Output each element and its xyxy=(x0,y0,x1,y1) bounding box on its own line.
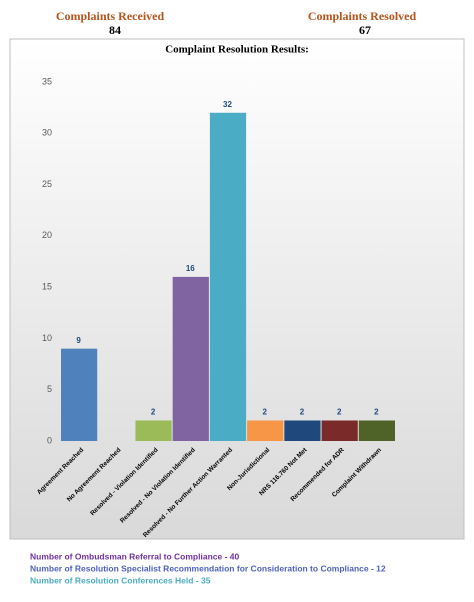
y-tick-label: 10 xyxy=(42,333,52,343)
bar xyxy=(284,420,321,441)
bar xyxy=(321,420,358,441)
bar xyxy=(61,348,98,441)
received-value: 84 xyxy=(109,23,121,37)
y-tick-label: 25 xyxy=(42,179,52,189)
data-label: 16 xyxy=(186,264,195,273)
bar xyxy=(209,112,247,442)
data-label: 2 xyxy=(300,408,305,417)
footer-line: Number of Resolution Specialist Recommen… xyxy=(30,563,386,573)
y-tick-label: 0 xyxy=(47,435,52,445)
y-tick-label: 5 xyxy=(47,384,52,394)
data-label: 2 xyxy=(151,408,156,417)
resolved-value: 67 xyxy=(359,23,371,37)
received-label: Complaints Received xyxy=(56,9,165,23)
bar xyxy=(172,276,209,441)
data-label: 2 xyxy=(337,408,342,417)
y-tick-label: 35 xyxy=(42,76,52,86)
footer-line: Number of Ombudsman Referral to Complian… xyxy=(30,551,240,561)
bar xyxy=(247,420,284,441)
data-label: 32 xyxy=(223,100,232,109)
chart-title: Complaint Resolution Results: xyxy=(165,44,309,56)
data-label: 2 xyxy=(262,408,267,417)
data-label: 9 xyxy=(76,336,81,345)
footer-line: Number of Resolution Conferences Held - … xyxy=(30,575,211,585)
y-tick-label: 20 xyxy=(42,230,52,240)
data-label: 2 xyxy=(374,408,379,417)
y-tick-label: 15 xyxy=(42,282,52,292)
bar xyxy=(135,420,172,441)
resolved-label: Complaints Resolved xyxy=(308,9,417,23)
bar xyxy=(358,420,395,441)
y-tick-label: 30 xyxy=(42,128,52,138)
